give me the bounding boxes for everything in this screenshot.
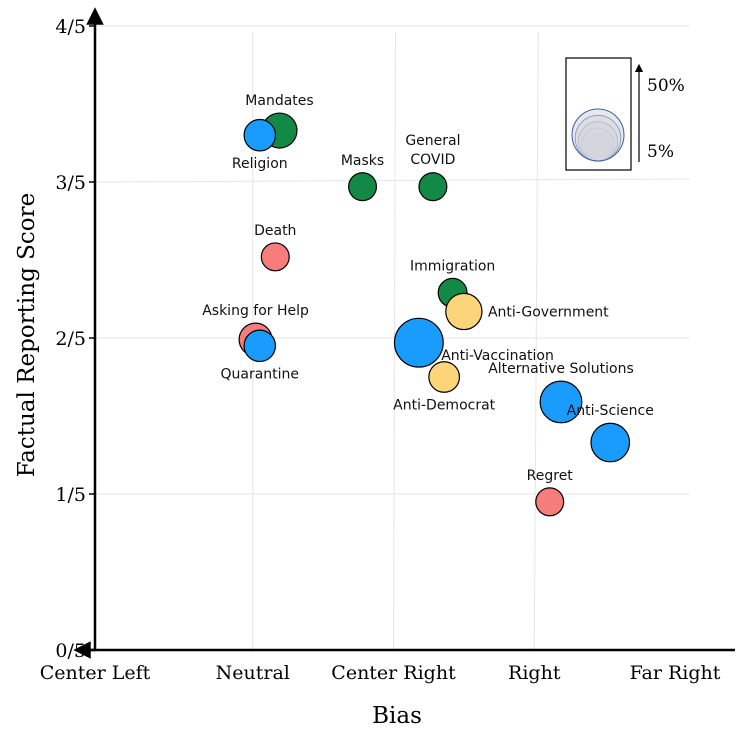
bubble-label-regret: Regret [527,468,574,484]
bubble-label-religion: Religion [232,156,288,172]
bubble-general-covid [418,172,448,202]
axes [73,7,735,659]
y-tick-label: 3/5 [55,172,86,194]
x-axis-title: Bias [372,703,422,729]
bubble-anti-government [445,292,483,331]
x-tick-label: Far Right [630,662,721,684]
gridline-x-3 [533,31,539,651]
bubble-label-anti-vaccination: Anti-Vaccination [441,348,554,364]
y-axis-title: Factual Reporting Score [14,193,40,477]
x-tick-label: Center Left [40,662,151,684]
size-legend-max-label: 50% [647,76,685,96]
bubbles [238,112,631,517]
x-tick-label: Center Right [331,662,456,684]
bubble-label-masks: Masks [341,153,384,169]
tick-labels: 0/5 1/5 2/5 3/5 4/5 Center Left Neutral Center … [40,16,721,684]
bubble-label-alternative-solutions: Alternative Solutions [488,361,634,377]
size-legend-box [565,57,632,171]
bubble-label-anti-science: Anti-Science [567,403,654,419]
y-tick-label: 0/5 [55,640,86,662]
bubble-masks [348,172,378,202]
bubble-death [260,242,290,272]
size-legend-circle-50 [571,108,625,162]
bubble-label-quarantine: Quarantine [221,366,300,382]
x-tick-label: Neutral [216,662,290,684]
bubble-labels: Mandates Religion Masks General COVID Death Im… [202,93,654,484]
bubble-regret [535,487,565,517]
bubble-label-asking-for-help: Asking for Help [202,303,309,319]
bubble-label-anti-government: Anti-Government [488,304,609,320]
bubble-alternative-solutions [539,380,583,424]
bubble-anti-democrat [428,361,461,393]
bubble-label-anti-democrat: Anti-Democrat [393,397,496,413]
y-tick-label: 2/5 [55,328,86,350]
y-tick-label: 1/5 [55,484,86,506]
bubble-anti-science [590,422,631,463]
bubble-religion [243,118,277,152]
bubble-quarantine [243,329,277,363]
bubble-label-mandates: Mandates [245,93,313,109]
y-tick-label: 4/5 [55,16,86,38]
x-tick-label: Right [508,662,561,684]
size-legend-min-label: 5% [647,142,674,162]
size-legend: 50% 5% [565,57,685,171]
bubble-label-death: Death [254,223,296,239]
bubble-label-general-covid: General COVID [405,133,460,168]
bubble-label-immigration: Immigration [410,258,495,274]
bubble-anti-vaccination [393,317,444,368]
gridline-y-3 [94,178,691,183]
